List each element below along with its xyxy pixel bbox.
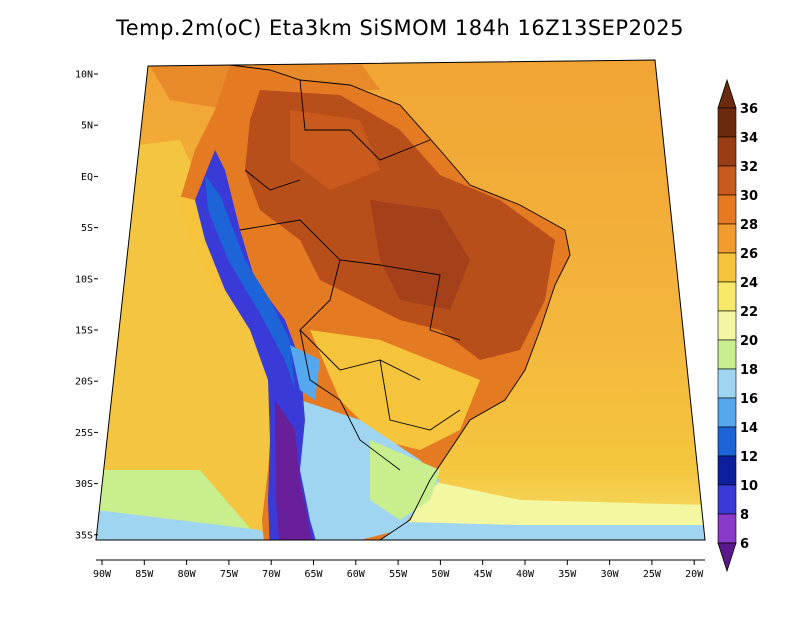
- colorbar-label: 18: [740, 363, 758, 378]
- colorbar-label: 14: [740, 421, 758, 436]
- colorbar-label: 36: [740, 102, 758, 117]
- colorbar-swatch: [717, 252, 737, 283]
- map-field: [96, 60, 705, 540]
- latitude-label: 15S: [75, 326, 93, 337]
- colorbar-swatch: [717, 107, 737, 138]
- longitude-label: 70W: [262, 569, 281, 580]
- longitude-label: 40W: [516, 569, 535, 580]
- latitude-label: EQ: [81, 172, 93, 183]
- colorbar-label: 8: [740, 508, 749, 523]
- colorbar-swatch: [717, 223, 737, 254]
- country-borders: [229, 64, 571, 540]
- colorbar-label: 24: [740, 276, 758, 291]
- longitude-label: 80W: [178, 569, 197, 580]
- longitude-label: 60W: [347, 569, 366, 580]
- colorbar-label: 28: [740, 218, 758, 233]
- longitude-label: 75W: [220, 569, 239, 580]
- longitude-label: 20W: [685, 569, 704, 580]
- longitude-axis: 90W 85W 80W 75W 70W 65W 60W 55W 50W 45W 40W 35W 30W 2…: [93, 560, 704, 580]
- colorbar-swatch: [717, 455, 737, 486]
- colorbar-label: 34: [740, 131, 758, 146]
- colorbar-label: 26: [740, 247, 758, 262]
- colorbar-label: 10: [740, 479, 758, 494]
- colorbar-label: 6: [740, 537, 749, 552]
- map-title: Temp.2m(oC) Eta3km SiSMOM 184h 16Z13SEP2…: [115, 16, 685, 40]
- latitude-label: 10S: [75, 274, 93, 285]
- latitude-label: 35S: [75, 530, 93, 541]
- latitude-label: 25S: [75, 428, 93, 439]
- map-frame: [95, 59, 706, 541]
- colorbar-swatch: [717, 339, 737, 370]
- longitude-label: 90W: [93, 569, 112, 580]
- colorbar-swatch: [717, 397, 737, 428]
- colorbar-swatch: [717, 165, 737, 196]
- longitude-label: 50W: [431, 569, 450, 580]
- longitude-label: 30W: [601, 569, 620, 580]
- colorbar-swatch: [717, 136, 737, 167]
- colorbar-label: 22: [740, 305, 758, 320]
- colorbar-label: 12: [740, 450, 758, 465]
- south-cool-land: [310, 330, 480, 450]
- pacific-band: [96, 140, 300, 540]
- colorbar-swatch: [717, 368, 737, 399]
- longitude-label: 85W: [135, 569, 154, 580]
- latitude-label: 10N: [75, 70, 93, 81]
- colorbar-bottom-arrow: [717, 542, 737, 573]
- colorbar: 36 34 32 30 28 26 24 22 20 18 16 14 12 10 8 6: [717, 78, 758, 573]
- colorbar-label: 16: [740, 392, 758, 407]
- colorbar-label: 32: [740, 160, 758, 175]
- latitude-label: 30S: [75, 479, 93, 490]
- latitude-axis: 10N 5N EQ 5S 10S 15S 20S 25S 30S 35S: [75, 70, 98, 541]
- colorbar-swatch: [717, 281, 737, 312]
- colorbar-swatch: [717, 484, 737, 515]
- colorbar-label: 20: [740, 334, 758, 349]
- longitude-label: 35W: [558, 569, 577, 580]
- latitude-label: 5S: [81, 223, 93, 234]
- colorbar-swatch: [717, 426, 737, 457]
- latitude-label: 5N: [81, 121, 93, 132]
- colorbar-top-arrow: [717, 78, 737, 109]
- longitude-label: 65W: [304, 569, 323, 580]
- longitude-label: 45W: [474, 569, 493, 580]
- colorbar-swatch: [717, 513, 737, 544]
- longitude-label: 55W: [389, 569, 408, 580]
- colorbar-label: 30: [740, 189, 758, 204]
- colorbar-swatch: [717, 194, 737, 225]
- colorbar-swatch: [717, 310, 737, 341]
- latitude-label: 20S: [75, 377, 93, 388]
- longitude-label: 25W: [643, 569, 662, 580]
